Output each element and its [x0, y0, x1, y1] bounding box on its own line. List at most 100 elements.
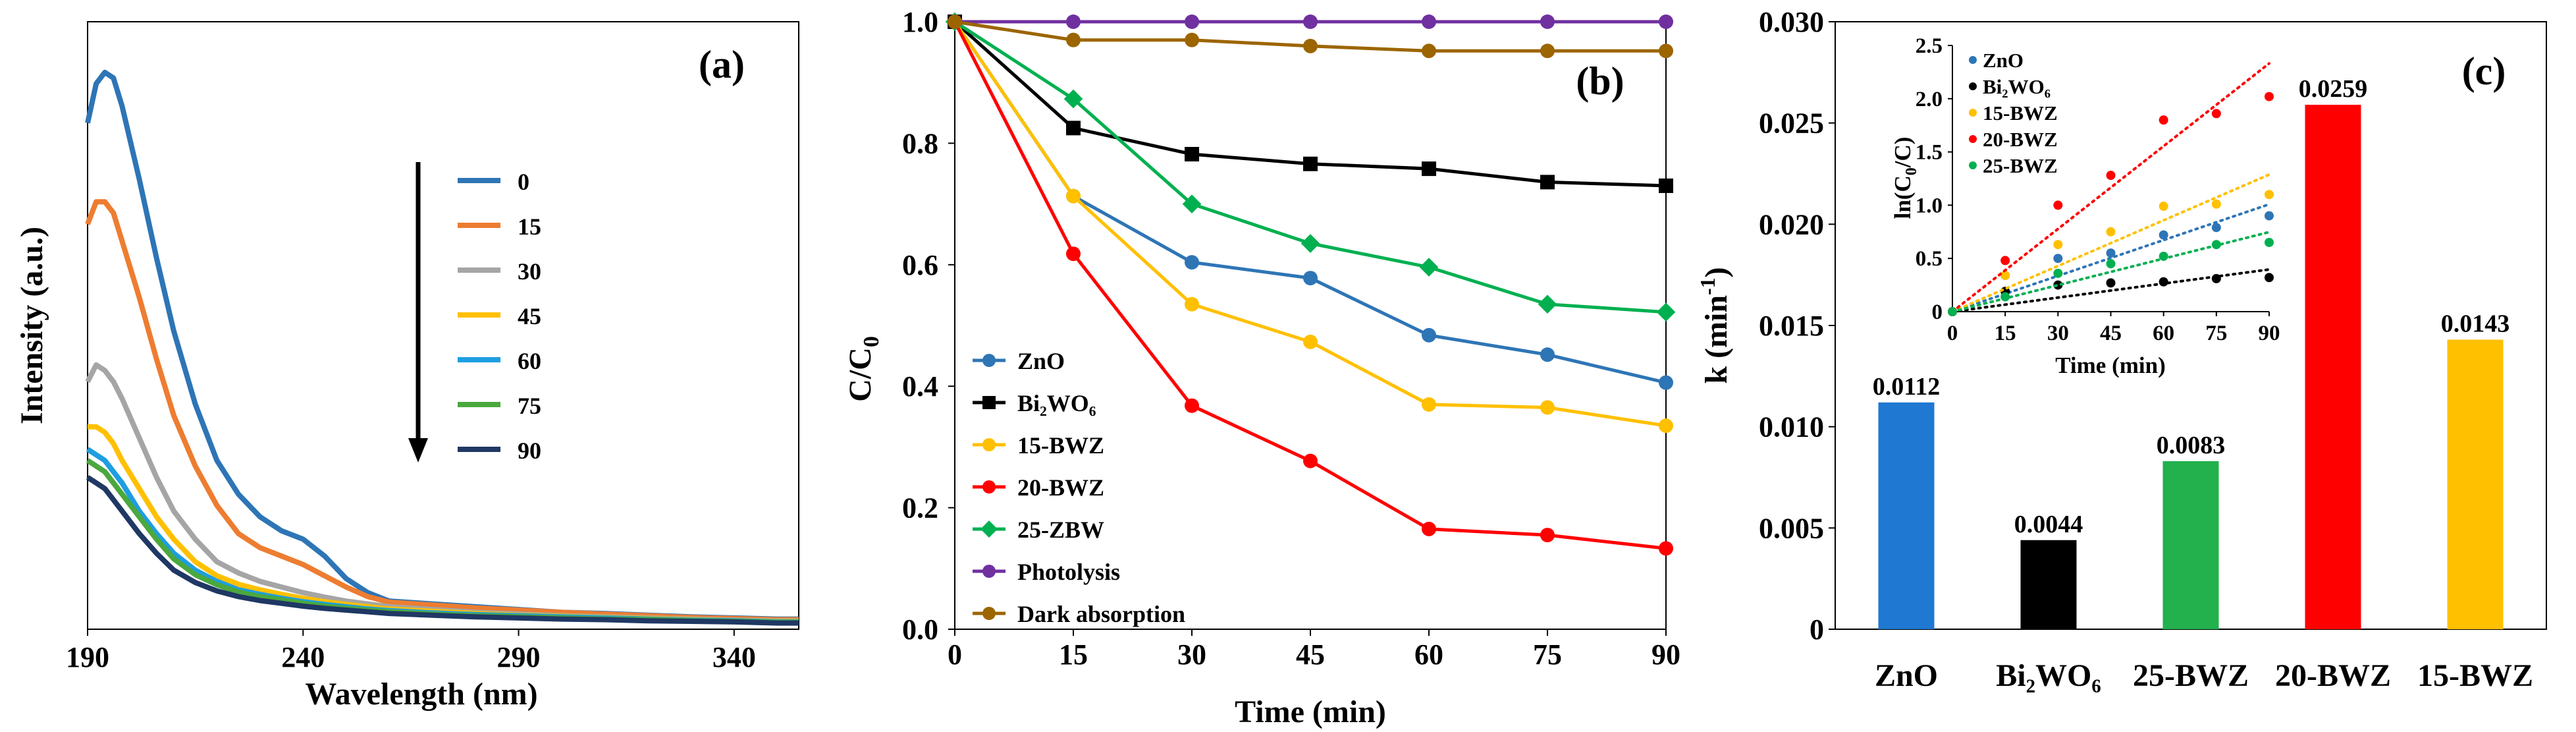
panel-b-x-tick-label: 60 [1414, 638, 1443, 671]
inset-y-tick-label: 2.0 [1916, 88, 1943, 111]
panel-b-point-zno [1185, 255, 1199, 270]
panel-a-x-axis-label: Wavelength (nm) [305, 677, 537, 712]
panel-a-legend-label-0: 0 [518, 169, 529, 195]
panel-c-category-label-bi-wo-: Bi₂WO₆ [1996, 658, 2101, 693]
panel-b-point-dark-absorption [1185, 32, 1199, 47]
panel-b-x-tick-label: 0 [948, 638, 962, 671]
panel-c-category-label-20-bwz: 20-BWZ [2275, 658, 2391, 693]
panel-a: 190 240 290 340 (a) Wavelength (nm) Intensi… [14, 21, 799, 712]
panel-b-point-15-bwz [1422, 397, 1436, 412]
inset-point-zno [2265, 211, 2274, 221]
inset-point-15-bwz [2159, 202, 2168, 211]
inset-point-zno [2211, 223, 2221, 233]
panel-a-legend: 0 15 30 45 60 75 90 [458, 169, 541, 464]
inset-point-bi-wo- [2211, 273, 2221, 283]
panel-b-legend-marker-dark-absorption [982, 607, 996, 620]
inset-point-25-bwz [2053, 268, 2063, 278]
inset-point-bi-wo- [2106, 278, 2116, 288]
panel-b-point-15-bwz [1303, 334, 1318, 349]
panel-b-y-tick-label: 1.0 [902, 6, 938, 38]
panel-a-y-axis-label: Intensity (a.u.) [14, 227, 49, 424]
panel-c-category-labels: ZnO Bi₂WO₆ 25-BWZ 20-BWZ 15-BWZ [1875, 658, 2533, 693]
panel-c-y-tick-label: 0.005 [1759, 512, 1824, 544]
panel-b-point-photolysis [1540, 14, 1555, 29]
panel-b-point-dark-absorption [1659, 43, 1673, 59]
inset-fit-line-20-bwz [1951, 62, 2270, 313]
panel-b-x-tick-label: 75 [1533, 638, 1562, 671]
panel-b-point-dark-absorption [1303, 38, 1318, 53]
panel-c-category-label-zno: ZnO [1875, 658, 1938, 693]
panel-b-point-dark-absorption [1540, 43, 1555, 59]
panel-b-series [945, 12, 1676, 556]
inset-point-25-bwz [2265, 237, 2274, 247]
panel-b-legend-marker-photolysis [982, 565, 996, 578]
panel-b: 0.0 0.2 0.4 0.6 0.8 1.0 0 15 30 45 60 75 90 (b) Tim… [843, 6, 1680, 729]
panel-c-bars: 0.0112 0.0044 0.0083 0.0259 0.0143 [1873, 75, 2509, 630]
panel-b-point-bi-wo- [1540, 175, 1555, 190]
panel-c-y-tick-label: 0.015 [1759, 310, 1824, 342]
panel-b-legend-label-dark-absorption: Dark absorption [1017, 601, 1185, 627]
panel-b-point-20-bwz [1422, 521, 1436, 536]
inset-x-tick-label: 60 [2153, 322, 2174, 345]
inset-point-25-bwz [2159, 251, 2168, 261]
inset-point-15-bwz [2053, 240, 2063, 250]
panel-a-legend-label-90: 90 [518, 437, 541, 464]
panel-a-x-tick-label: 290 [497, 641, 541, 673]
inset-y-tick-label: 0 [1932, 300, 1943, 324]
panel-c-category-label-25-bwz: 25-BWZ [2133, 658, 2249, 693]
inset-legend-label-25-bwz: 25-BWZ [1983, 154, 2058, 177]
inset-y-tick-label: 0.5 [1916, 247, 1943, 271]
inset-point-15-bwz [2106, 227, 2116, 237]
panel-b-point-zno [1303, 271, 1318, 286]
panel-b-point-15-bwz [1066, 188, 1081, 204]
panel-a-legend-label-60: 60 [518, 348, 541, 374]
panel-b-label: (b) [1576, 59, 1624, 103]
inset-legend-label-zno: ZnO [1983, 49, 2024, 72]
inset-legend-marker-20-bwz [1969, 135, 1977, 143]
inset-point-15-bwz [2211, 199, 2221, 209]
panel-b-point-25-zbw [1538, 295, 1557, 314]
panel-b-point-zno [1540, 347, 1555, 362]
panel-b-point-20-bwz [1659, 541, 1673, 556]
panel-c-bar-bi-wo- [2020, 540, 2077, 629]
panel-c-value-label-zno: 0.0112 [1873, 373, 1940, 401]
panel-b-legend-label-zno: ZnO [1017, 348, 1065, 374]
panel-b-x-tick-label: 45 [1296, 638, 1325, 671]
panel-b-point-20-bwz [1303, 453, 1318, 468]
panel-a-plot-area [87, 21, 799, 630]
panel-b-point-15-bwz [1540, 400, 1555, 415]
panel-b-legend-label-20-bwz: 20-BWZ [1017, 474, 1104, 501]
panel-b-point-dark-absorption [1422, 43, 1436, 59]
inset-legend-marker-25-bwz [1969, 161, 1977, 169]
panel-a-legend-label-75: 75 [518, 393, 541, 419]
inset-legend: ZnO Bi₂WO₆ 15-BWZ 20-BWZ 25-BWZ [1969, 49, 2058, 177]
panel-b-legend-marker-25-zbw [980, 521, 998, 538]
panel-b-y-tick-label: 0.2 [902, 492, 938, 524]
panel-b-point-bi-wo- [1066, 121, 1081, 136]
inset-point-20-bwz [2000, 256, 2010, 266]
panel-b-point-bi-wo- [1185, 146, 1199, 161]
panel-b-point-photolysis [1066, 14, 1081, 29]
panel-c-y-tick-label: 0 [1810, 613, 1824, 646]
inset-fit-line-15-bwz [1951, 173, 2270, 313]
inset-x-tick-label: 90 [2259, 322, 2280, 345]
panel-b-point-25-zbw [1656, 302, 1676, 322]
panel-b-y-tick-label: 0.6 [902, 249, 938, 281]
inset-point-bi-wo- [2053, 280, 2063, 290]
panel-c-y-axis-label: k (min-1) [1696, 267, 1734, 383]
inset-point-20-bwz [2211, 109, 2221, 119]
panel-a-x-tick-label: 240 [281, 641, 325, 673]
inset-legend-marker-zno [1969, 56, 1977, 64]
panel-a-legend-label-30: 30 [518, 258, 541, 285]
panel-a-legend-label-45: 45 [518, 303, 541, 329]
panel-a-series [85, 69, 799, 626]
inset-series [1948, 62, 2274, 316]
panel-b-point-25-zbw [1301, 234, 1320, 253]
panel-c-y-tick-label: 0.030 [1759, 6, 1824, 38]
panel-b-legend: ZnO Bi₂WO₆ 15-BWZ 20-BWZ 25-ZBW Photolysis Dar… [973, 348, 1185, 627]
panel-b-x-tick-label: 90 [1651, 638, 1680, 671]
panel-b-point-20-bwz [1066, 246, 1081, 262]
panel-b-point-15-bwz [1659, 418, 1673, 434]
panel-b-legend-label-15-bwz: 15-BWZ [1017, 432, 1104, 459]
panel-a-x-ticks: 190 240 290 340 [66, 629, 756, 673]
